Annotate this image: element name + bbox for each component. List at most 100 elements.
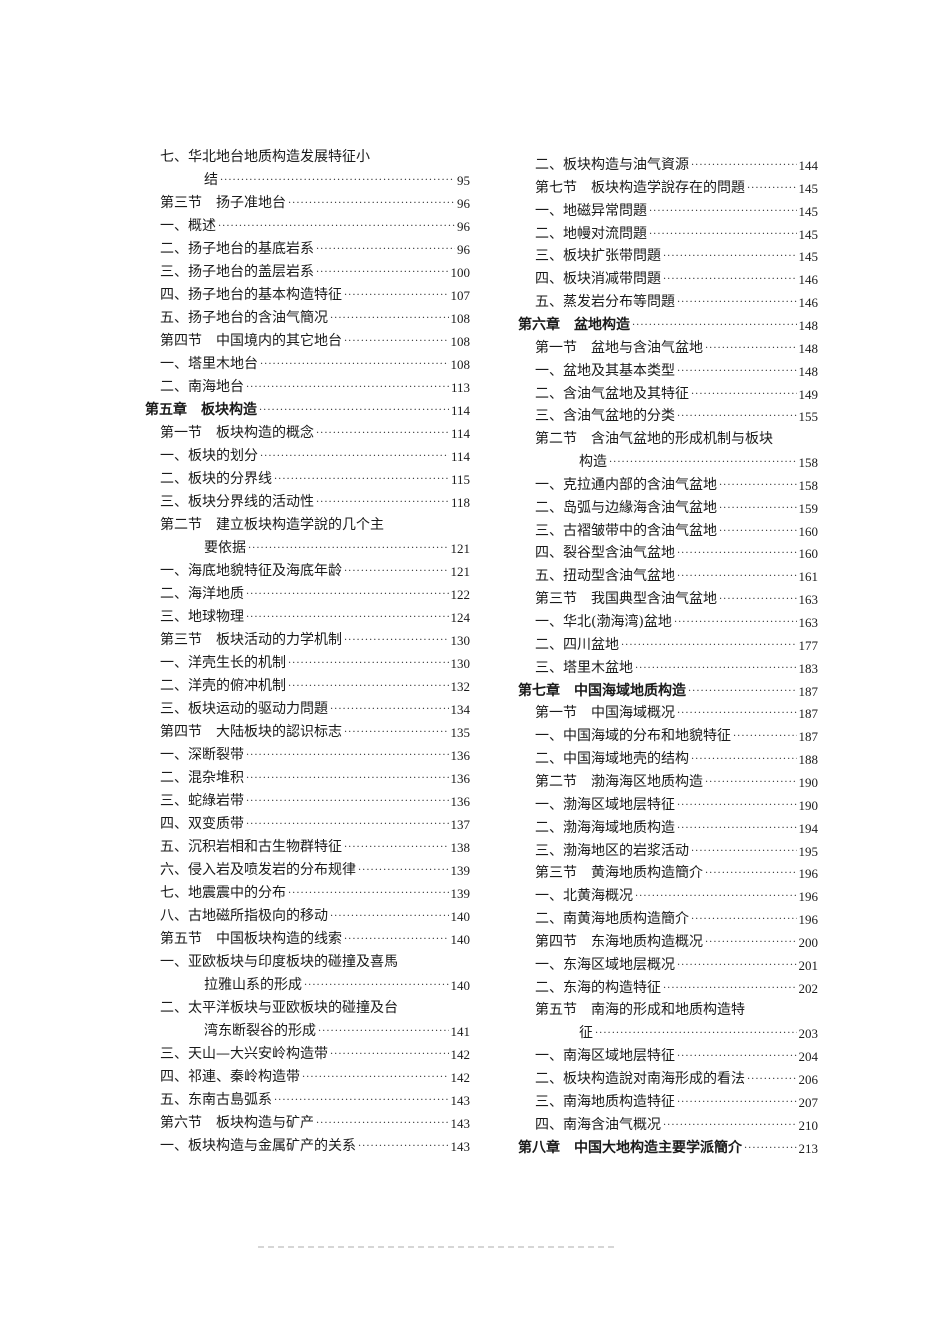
dot-leader	[344, 284, 449, 307]
toc-entry-chapter: 第六章 盆地构造 148	[518, 314, 818, 337]
toc-entry-section: 第二节 含油气盆地的形成机制与板块	[535, 428, 773, 451]
dot-leader	[316, 491, 449, 514]
page-number: 194	[798, 820, 819, 836]
toc-entry-title: 第一节 板块构造的概念	[160, 425, 314, 441]
toc-entry-item: 四、裂谷型含油气盆地 160	[535, 542, 818, 565]
dot-leader	[246, 744, 449, 767]
toc-entry-title: 第三节 扬子准地台	[160, 195, 286, 211]
toc-entry-item: 七、华北地台地质构造发展特征小	[160, 146, 370, 169]
toc-entry-title: 第八章 中国大地构造主要学派簡介	[518, 1139, 742, 1156]
toc-entry-title: 三、地球物理	[160, 609, 244, 625]
dot-leader	[260, 353, 449, 376]
toc-entry-title: 五、东南古島弧系	[160, 1092, 272, 1108]
dot-leader	[316, 422, 449, 445]
toc-entry-item: 五、东南古島弧系 143	[160, 1089, 470, 1112]
page-number: 143	[450, 1139, 471, 1154]
dot-leader	[677, 1045, 797, 1068]
page-number: 136	[450, 748, 471, 763]
page-number: 207	[798, 1094, 819, 1110]
toc-entry-title: 一、克拉通内部的含油气盆地	[535, 476, 717, 493]
page-number: 146	[798, 272, 819, 288]
toc-entry-title: 第二节 渤海海区地质构造	[535, 773, 703, 790]
toc-entry-title: 三、天山—大兴安岭构造带	[160, 1046, 328, 1062]
toc-entry-chapter: 第七章 中国海域地质构造 187	[518, 680, 818, 703]
toc-entry-section: 第六节 板块构造与矿产 143	[160, 1112, 470, 1135]
dot-leader	[705, 337, 797, 360]
dot-leader	[719, 588, 797, 611]
toc-entry-item: 四、南海含油气概况 210	[535, 1114, 818, 1137]
toc-entry-title: 二、洋壳的俯冲机制	[160, 678, 286, 694]
toc-entry-chapter: 第八章 中国大地构造主要学派簡介 213	[518, 1137, 818, 1160]
toc-entry-title: 第三节 我国典型含油气盆地	[535, 591, 717, 608]
toc-entry-item: 一、板块的划分 114	[160, 445, 470, 468]
dot-leader	[677, 1091, 797, 1114]
toc-entry-title: 三、南海地质构造特征	[535, 1093, 675, 1110]
toc-entry-item: 一、洋壳生长的机制 130	[160, 652, 470, 675]
toc-entry-title: 第七章 中国海域地质构造	[518, 682, 686, 699]
dot-leader	[677, 291, 797, 314]
dot-leader	[663, 245, 797, 268]
dot-leader	[358, 859, 449, 882]
toc-entry-title: 二、渤海海域地质构造	[535, 819, 675, 836]
toc-entry-title: 四、祁連、秦岭构造带	[160, 1069, 300, 1085]
dot-leader	[330, 1043, 449, 1066]
toc-entry-title: 四、裂谷型含油气盆地	[535, 545, 675, 562]
page-number: 160	[798, 523, 819, 539]
toc-entry-title: 二、东海的构造特征	[535, 979, 661, 996]
dot-leader	[344, 721, 449, 744]
toc-entry-title: 二、地幔对流問題	[535, 225, 647, 242]
toc-entry-item: 五、蒸发岩分布等問題 146	[535, 291, 818, 314]
toc-entry-item: 三、南海地质构造特征 207	[535, 1091, 818, 1114]
page-number: 188	[798, 752, 819, 768]
toc-entry-item: 二、南海地台 113	[160, 376, 470, 399]
toc-entry-item: 三、板块分界线的活动性 118	[160, 491, 470, 514]
dot-leader	[248, 537, 449, 560]
dot-leader	[719, 474, 797, 497]
page-number: 148	[798, 340, 819, 356]
page-number: 136	[450, 771, 471, 786]
dot-leader	[747, 1068, 797, 1091]
page-number: 139	[450, 886, 471, 901]
page-number: 108	[450, 311, 471, 326]
toc-entry-title: 征	[579, 1025, 593, 1042]
dot-leader	[677, 702, 797, 725]
dot-leader	[621, 634, 797, 657]
page-number: 159	[798, 500, 819, 516]
toc-entry-item: 三、地球物理 124	[160, 606, 470, 629]
dot-leader	[246, 606, 449, 629]
dot-leader	[288, 675, 449, 698]
dot-leader	[719, 497, 797, 520]
toc-entry-title: 第二节 建立板块构造学說的几个主	[160, 517, 384, 533]
toc-entry-title: 二、南海地台	[160, 379, 244, 395]
toc-entry-item: 一、华北(渤海湾)盆地 163	[535, 611, 818, 634]
toc-entry-item: 七、地震震中的分布 139	[160, 882, 470, 905]
toc-entry-title: 八、古地磁所指极向的移动	[160, 908, 328, 924]
dot-leader	[316, 261, 449, 284]
dot-leader	[632, 314, 797, 337]
toc-entry-title: 四、南海含油气概况	[535, 1116, 661, 1133]
page-number: 204	[798, 1049, 819, 1065]
toc-entry-title: 第四节 东海地质构造概况	[535, 933, 703, 950]
page-number: 100	[450, 265, 471, 280]
page-number: 160	[798, 546, 819, 562]
toc-entry-title: 第三节 板块活动的力学机制	[160, 632, 342, 648]
toc-entry-title: 一、概述	[160, 218, 216, 234]
toc-entry-item: 三、天山—大兴安岭构造带 142	[160, 1043, 470, 1066]
toc-entry-title: 四、扬子地台的基本构造特征	[160, 287, 342, 303]
toc-entry-title: 三、渤海地区的岩浆活动	[535, 842, 689, 859]
toc-entry-title: 一、洋壳生长的机制	[160, 655, 286, 671]
toc-entry-item: 五、扭动型含油气盆地 161	[535, 565, 818, 588]
dot-leader	[663, 977, 797, 1000]
dot-leader	[635, 885, 797, 908]
page-number: 140	[450, 932, 471, 947]
toc-entry-item: 一、塔里木地台 108	[160, 353, 470, 376]
toc-entry-title: 三、古褶皱带中的含油气盆地	[535, 522, 717, 539]
toc-entry-section: 第二节 渤海海区地质构造 190	[535, 771, 818, 794]
dot-leader	[344, 560, 449, 583]
toc-entry-title: 四、双变质带	[160, 816, 244, 832]
page-number: 203	[798, 1026, 819, 1042]
page-number: 140	[450, 909, 471, 924]
page-number: 187	[798, 729, 819, 745]
toc-entry-section: 第四节 中国境内的其它地台 108	[160, 330, 470, 353]
dot-leader	[677, 405, 797, 428]
